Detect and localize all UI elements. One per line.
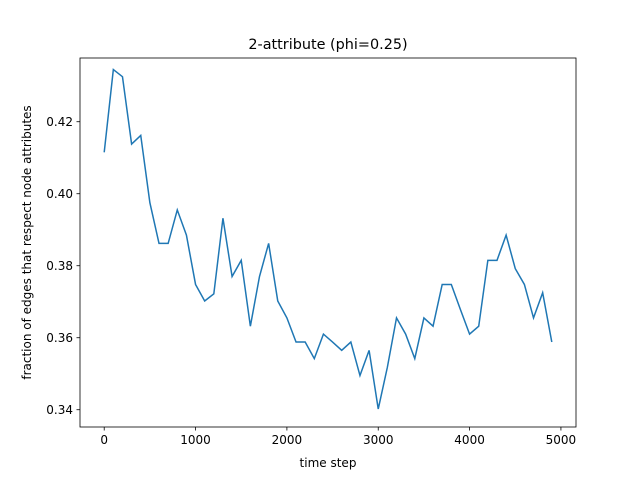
y-tick-label: 0.38 — [46, 259, 73, 273]
series-points — [104, 69, 552, 409]
x-tick-label: 1000 — [180, 433, 211, 447]
x-tick-label: 4000 — [454, 433, 485, 447]
y-tick-label: 0.42 — [46, 115, 73, 129]
x-tick-label: 3000 — [363, 433, 394, 447]
y-tick-label: 0.36 — [46, 331, 73, 345]
y-tick-label: 0.40 — [46, 187, 73, 201]
y-axis-label: fraction of edges that respect node attr… — [20, 105, 34, 379]
x-tick-label: 2000 — [272, 433, 303, 447]
y-axis-ticks: 0.34 0.36 0.38 0.40 0.42 — [46, 115, 80, 417]
x-tick-label: 0 — [100, 433, 108, 447]
chart-title: 2-attribute (phi=0.25) — [248, 37, 407, 53]
series-line — [103, 68, 553, 410]
y-tick-label: 0.34 — [46, 403, 73, 417]
x-axis-ticks: 0 1000 2000 3000 4000 5000 — [100, 427, 576, 447]
axes-frame — [79, 57, 577, 428]
x-tick-label: 5000 — [546, 433, 577, 447]
x-axis-label: time step — [300, 456, 357, 470]
